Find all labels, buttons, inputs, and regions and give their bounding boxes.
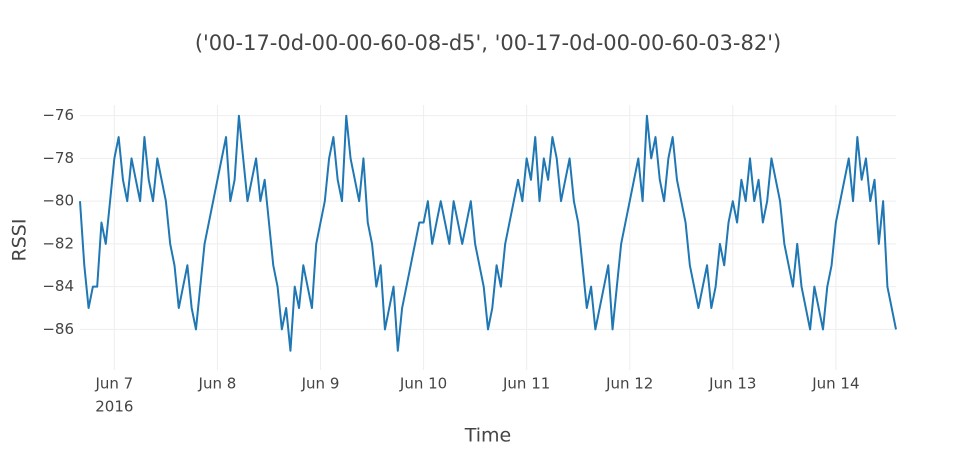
- x-tick-label: Jun 14: [811, 375, 859, 393]
- data-line: [79, 114, 897, 352]
- y-tick-label: −80: [42, 192, 74, 210]
- x-tick-label: Jun 12: [605, 375, 653, 393]
- x-tick-sublabel: 2016: [95, 398, 133, 416]
- chart-title: ('00-17-0d-00-00-60-08-d5', '00-17-0d-00…: [195, 31, 781, 55]
- x-tick-label: Jun 9: [301, 375, 340, 393]
- y-tick-label: −84: [42, 277, 74, 295]
- y-tick-label: −76: [42, 106, 74, 124]
- x-tick-label: Jun 11: [502, 375, 550, 393]
- x-tick-label: Jun 13: [708, 375, 756, 393]
- x-axis-label: Time: [464, 425, 512, 447]
- y-tick-label: −86: [42, 320, 74, 338]
- x-tick-label: Jun 7: [94, 375, 133, 393]
- y-axis-label: RSSI: [9, 219, 31, 262]
- x-tick-label: Jun 8: [198, 375, 237, 393]
- y-tick-label: −78: [42, 149, 74, 167]
- x-tick-label: Jun 10: [399, 375, 447, 393]
- y-tick-label: −82: [42, 234, 74, 252]
